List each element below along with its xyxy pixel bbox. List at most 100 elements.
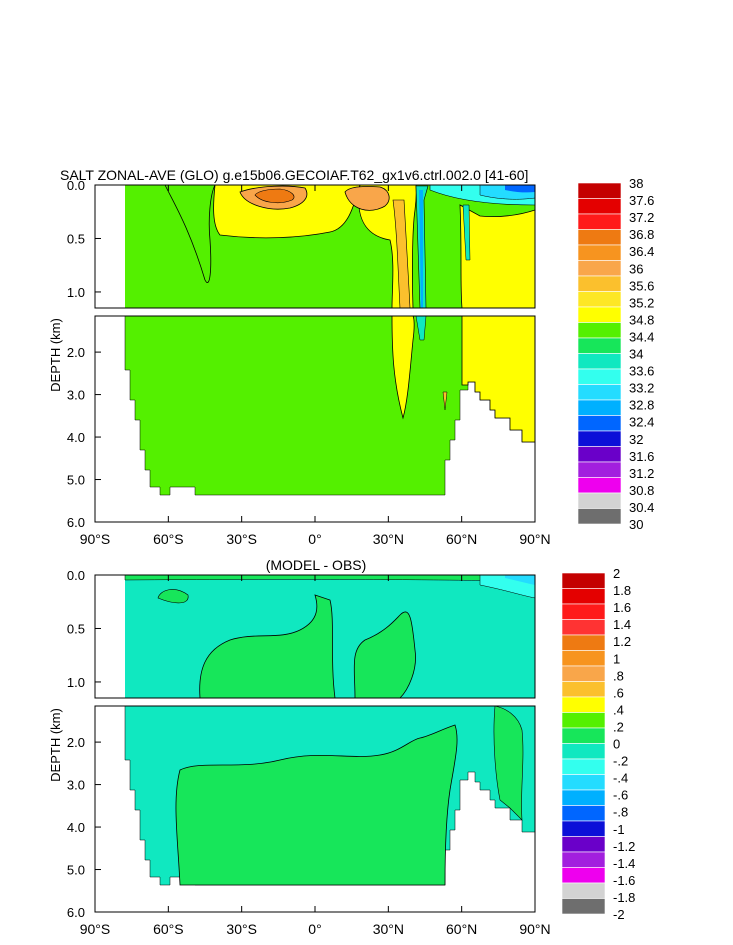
salt-colorbar-box (577, 198, 622, 215)
diff-colorbar-label: -1.8 (613, 890, 635, 905)
diff-x-tick-label: 60°S (153, 921, 184, 937)
diff-lower-plot (94, 705, 536, 913)
salt-colorbar-label: 38 (629, 176, 643, 191)
salt-lower-med (391, 315, 415, 420)
salt-colorbar-box (577, 322, 622, 339)
salt-upper-white-left (95, 185, 125, 308)
salt-colorbar-box (577, 213, 622, 230)
salt-colorbar-box (577, 492, 622, 509)
diff-colorbar: 21.81.61.41.21.8.6.4.20-.2-.4-.6-.8-1-1.… (561, 566, 635, 922)
salt-colorbar-box (577, 291, 622, 308)
salt-y-tick-label: 0.5 (67, 231, 85, 246)
diff-colorbar-box (561, 572, 606, 589)
diff-y-tick-label: 1.0 (67, 675, 85, 690)
diff-upper-green-2 (353, 611, 416, 699)
salt-colorbar-label: 31.2 (629, 466, 654, 481)
salt-y-tick-label: 1.0 (67, 285, 85, 300)
salt-x-axis: 90°S 60°S 30°S 0° 30°N 60°N 90°N (80, 185, 551, 547)
diff-colorbar-label: -1.2 (613, 839, 635, 854)
diff-y-tick-label: 0.5 (67, 621, 85, 636)
salt-colorbar-label: 32.8 (629, 398, 654, 413)
diff-colorbar-label: -1.4 (613, 856, 635, 871)
diff-x-tick-label: 90°S (80, 921, 111, 937)
salt-x-tick-label: 60°N (446, 531, 477, 547)
diff-colorbar-box (561, 774, 606, 791)
diff-upper-green-3 (157, 589, 189, 604)
diff-colorbar-box (561, 634, 606, 651)
diff-ylabel: DEPTH (km) (48, 708, 63, 782)
salt-y-axis: 0.0 0.5 1.0 2.0 3.0 4.0 5.0 6.0 (67, 178, 101, 530)
salt-colorbar-box (577, 275, 622, 292)
diff-upper-green-1 (199, 594, 336, 699)
diff-colorbar-label: -.8 (613, 805, 628, 820)
diff-colorbar-box (561, 650, 606, 667)
salt-x-tick-label: 30°N (373, 531, 404, 547)
salt-lab-sea (462, 204, 471, 261)
salt-colorbar-label: 32.4 (629, 415, 654, 430)
salt-panel: SALT ZONAL-AVE (GLO) g.e15b06.GECOIAF.T6… (48, 167, 654, 547)
diff-colorbar-label: 1.8 (613, 583, 631, 598)
salt-colorbar-box (577, 415, 622, 432)
diff-x-tick-label: 60°N (446, 921, 477, 937)
salt-lower-arctic (461, 315, 536, 443)
salt-y-tick-label: 0.0 (67, 178, 85, 193)
diff-colorbar-label: -1 (613, 822, 625, 837)
salt-colorbar: 38 37.6 37.2 36.8 36.4 36 35.6 35.2 34.8 34.4 34 33… (577, 176, 654, 532)
salt-colorbar-label: 35.6 (629, 278, 654, 293)
diff-colorbar-label: 0 (613, 737, 620, 752)
diff-colorbar-box (561, 603, 606, 620)
salt-colorbar-label: 34.4 (629, 329, 654, 344)
diff-y-tick-label: 4.0 (67, 820, 85, 835)
diff-arctic-surface-2 (505, 575, 535, 585)
diff-upper-green-4 (124, 574, 536, 581)
diff-colorbar-box (561, 665, 606, 682)
diff-upper-plot (94, 574, 536, 699)
diff-colorbar-label: 2 (613, 566, 620, 581)
salt-x-tick-label: 30°S (226, 531, 257, 547)
diff-y-tick-label: 2.0 (67, 735, 85, 750)
diff-colorbar-label: -.6 (613, 788, 628, 803)
diff-colorbar-box (561, 836, 606, 853)
salt-colorbar-label: 31.6 (629, 449, 654, 464)
diff-y-tick-label: 6.0 (67, 905, 85, 920)
salt-x-tick-label: 60°S (153, 531, 184, 547)
diff-x-tick-label: 90°N (519, 921, 550, 937)
diff-colorbar-box (561, 712, 606, 729)
diff-colorbar-box (561, 758, 606, 775)
diff-x-tick-label: 30°S (226, 921, 257, 937)
salt-colorbar-box (577, 353, 622, 370)
salt-colorbar-box (577, 399, 622, 416)
salt-colorbar-label: 34 (629, 347, 643, 362)
diff-colorbar-box (561, 882, 606, 899)
diff-colorbar-label: 1 (613, 651, 620, 666)
salt-colorbar-box (577, 461, 622, 478)
diff-y-tick-label: 3.0 (67, 778, 85, 793)
salt-colorbar-box (577, 368, 622, 385)
salt-title: SALT ZONAL-AVE (GLO) g.e15b06.GECOIAF.T6… (60, 167, 528, 183)
diff-lower-green (175, 724, 458, 886)
diff-colorbar-box (561, 805, 606, 822)
salt-y-tick-label: 5.0 (67, 473, 85, 488)
diff-colorbar-label: -.4 (613, 771, 628, 786)
diff-colorbar-box (561, 867, 606, 884)
salt-arctic-yellow (459, 204, 536, 309)
salt-colorbar-box (577, 430, 622, 447)
diff-colorbar-label: .2 (613, 719, 624, 734)
diff-colorbar-label: .6 (613, 685, 624, 700)
salt-colorbar-label: 30.8 (629, 483, 654, 498)
diff-x-axis: 90°S 60°S 30°S 0° 30°N 60°N 90°N (80, 575, 551, 937)
diff-colorbar-box (561, 743, 606, 760)
salt-ylabel: DEPTH (km) (48, 318, 63, 392)
diff-y-tick-label: 5.0 (67, 863, 85, 878)
salt-colorbar-label: 30 (629, 517, 643, 532)
salt-colorbar-label: 35.2 (629, 295, 654, 310)
salt-x-tick-label: 90°S (80, 531, 111, 547)
diff-colorbar-label: 1.2 (613, 634, 631, 649)
diff-colorbar-box (561, 696, 606, 713)
salt-colorbar-box (577, 384, 622, 401)
salt-upper-plot (94, 184, 536, 309)
salt-colorbar-box (577, 446, 622, 463)
diff-colorbar-box (561, 820, 606, 837)
salt-x-tick-label: 90°N (519, 531, 550, 547)
